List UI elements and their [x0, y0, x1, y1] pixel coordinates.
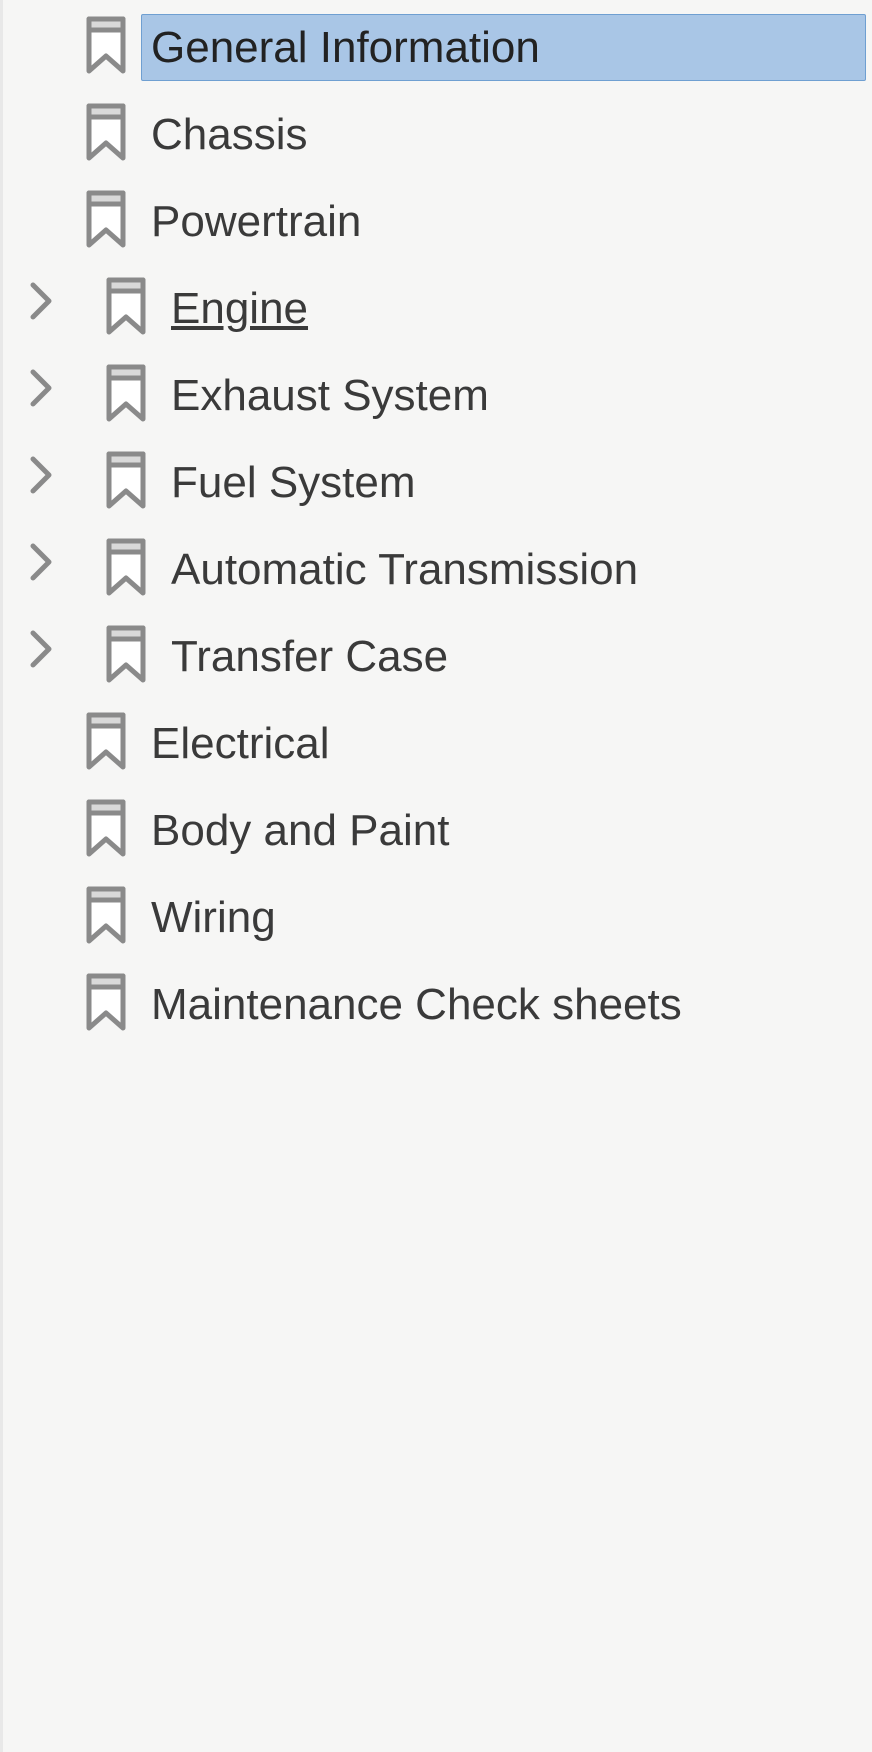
bookmark-icon	[71, 971, 141, 1031]
tree-item-label[interactable]: Maintenance Check sheets	[141, 971, 866, 1038]
bookmark-icon	[91, 362, 161, 422]
expand-slot	[11, 101, 71, 107]
tree-item-label[interactable]: General Information	[141, 14, 866, 81]
bookmark-icon	[91, 536, 161, 596]
tree-item-label[interactable]: Engine	[161, 275, 866, 342]
tree-item[interactable]: Transfer Case	[11, 613, 872, 700]
bookmark-icon	[91, 275, 161, 335]
expand-slot	[11, 971, 71, 977]
expand-slot	[11, 14, 71, 20]
bookmark-icon	[91, 449, 161, 509]
tree-item[interactable]: Fuel System	[11, 439, 872, 526]
bookmark-icon	[71, 14, 141, 74]
tree-item-label[interactable]: Exhaust System	[161, 362, 866, 429]
tree-item[interactable]: Exhaust System	[11, 352, 872, 439]
bookmark-icon	[71, 710, 141, 770]
tree-item-label[interactable]: Electrical	[141, 710, 866, 777]
expand-toggle[interactable]	[11, 275, 71, 321]
tree-item-label[interactable]: Body and Paint	[141, 797, 866, 864]
tree-item-label[interactable]: Fuel System	[161, 449, 866, 516]
tree-item[interactable]: Body and Paint	[11, 787, 872, 874]
bookmark-icon	[91, 623, 161, 683]
tree-item-label[interactable]: Automatic Transmission	[161, 536, 866, 603]
bookmark-icon	[71, 884, 141, 944]
expand-toggle[interactable]	[11, 536, 71, 582]
expand-slot	[11, 188, 71, 194]
expand-toggle[interactable]	[11, 623, 71, 669]
tree-item-label[interactable]: Wiring	[141, 884, 866, 951]
expand-slot	[11, 797, 71, 803]
expand-slot	[11, 884, 71, 890]
tree-item-label[interactable]: Transfer Case	[161, 623, 866, 690]
tree-item[interactable]: Maintenance Check sheets	[11, 961, 872, 1048]
tree-item[interactable]: Automatic Transmission	[11, 526, 872, 613]
tree-item[interactable]: Electrical	[11, 700, 872, 787]
expand-toggle[interactable]	[11, 449, 71, 495]
bookmarks-panel: General Information Chassis Powertrain E…	[0, 0, 872, 1752]
tree-item-label[interactable]: Powertrain	[141, 188, 866, 255]
bookmark-icon	[71, 188, 141, 248]
tree-item[interactable]: Engine	[11, 265, 872, 352]
tree-item[interactable]: Wiring	[11, 874, 872, 961]
tree-item[interactable]: Chassis	[11, 91, 872, 178]
expand-toggle[interactable]	[11, 362, 71, 408]
tree-item[interactable]: Powertrain	[11, 178, 872, 265]
tree-item-label[interactable]: Chassis	[141, 101, 866, 168]
tree-item[interactable]: General Information	[11, 4, 872, 91]
bookmark-icon	[71, 797, 141, 857]
bookmark-icon	[71, 101, 141, 161]
expand-slot	[11, 710, 71, 716]
